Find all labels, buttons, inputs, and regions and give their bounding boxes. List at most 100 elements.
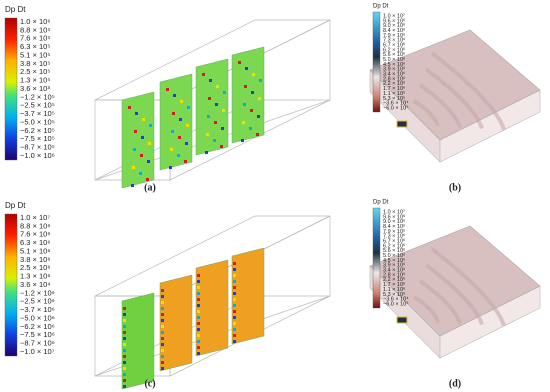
- colorbar-tick-label: 7.6 × 10⁵: [20, 34, 50, 43]
- colorbar-tick-label: 3.6 × 10⁴: [20, 280, 51, 289]
- panel-label: (d): [449, 378, 461, 389]
- field-speckle: [205, 151, 208, 154]
- colorbar-title: Dp Dt: [373, 200, 389, 206]
- colorbar-tick-label: −1.2 × 10⁶: [20, 288, 55, 297]
- field-speckle: [233, 292, 236, 295]
- field-speckle: [215, 103, 218, 106]
- field-slice: [121, 91, 155, 189]
- colorbar-tick-label: 1.0 × 10⁷: [383, 12, 405, 19]
- colorbar-tick-label: 7.6 × 10⁶: [20, 230, 50, 239]
- field-speckle: [161, 307, 164, 310]
- field-speckle: [221, 127, 224, 130]
- slab-top: [369, 225, 541, 337]
- colorbar: [4, 213, 18, 357]
- field-speckle: [178, 136, 181, 139]
- field-speckle: [171, 130, 174, 133]
- colorbar-tick-label: 2.2 × 10⁶: [383, 276, 405, 283]
- field-speckle: [177, 154, 180, 157]
- colorbar-tick-label: −1.2 × 10⁵: [20, 92, 55, 101]
- field-speckle: [258, 97, 261, 100]
- field-speckle: [172, 112, 175, 115]
- colorbar-tick-label: 5.0 × 10⁶: [383, 56, 405, 63]
- field-speckle: [233, 334, 236, 337]
- field-speckle: [131, 184, 134, 187]
- colorbar-tick-label: 5.6 × 10⁶: [383, 247, 405, 254]
- field-speckle: [161, 337, 164, 340]
- field-speckle: [220, 145, 223, 148]
- colorbar-tick-label: 1.0 × 10⁶: [20, 17, 50, 26]
- field-speckle: [123, 343, 126, 346]
- field-speckle: [147, 160, 150, 163]
- field-speckle: [245, 67, 248, 70]
- field-slice: [121, 292, 155, 390]
- field-speckle: [206, 133, 209, 136]
- field-speckle: [238, 61, 241, 64]
- field-speckle: [214, 121, 217, 124]
- field-speckle: [242, 121, 245, 124]
- field-speckle: [123, 331, 126, 334]
- field-speckle: [197, 322, 200, 325]
- field-speckle: [233, 268, 236, 271]
- field-speckle: [249, 127, 252, 130]
- field-speckle: [197, 280, 200, 283]
- field-speckle: [233, 340, 236, 343]
- field-speckle: [179, 118, 182, 121]
- field-speckle: [123, 307, 126, 310]
- field-speckle: [213, 139, 216, 142]
- colorbar-tick-label: 9.0 × 10⁶: [383, 218, 405, 225]
- field-speckle: [161, 325, 164, 328]
- colorbar-tick-label: 8.8 × 10⁵: [20, 25, 50, 34]
- field-speckle: [233, 310, 236, 313]
- field-speckle: [123, 337, 126, 340]
- field-speckle: [161, 313, 164, 316]
- colorbar-tick-label: 9.6 × 10⁶: [383, 213, 405, 220]
- field-slice: [231, 46, 265, 144]
- field-speckle: [146, 178, 149, 181]
- colorbar-tick-label: 8.4 × 10⁶: [383, 223, 405, 230]
- field-slice: [195, 58, 229, 156]
- field-speckle: [233, 298, 236, 301]
- colorbar-tick-label: −6.2 × 10⁶: [20, 322, 55, 331]
- colorbar-tick-label: 5.1 × 10⁵: [20, 50, 50, 59]
- field-speckle: [233, 328, 236, 331]
- field-speckle: [259, 79, 262, 82]
- wave-ring: [430, 247, 506, 327]
- colorbar-tick-label: 8.8 × 10⁶: [20, 221, 50, 230]
- colorbar-tick-label: 6.7 × 10⁶: [383, 238, 405, 245]
- colorbar-tick-label: 6.2 × 10⁶: [383, 242, 405, 249]
- colorbar-tick-label: 9.0 × 10⁶: [383, 22, 405, 29]
- colorbar-tick-label: 1.3 × 10⁵: [20, 76, 50, 85]
- colorbar-tick-label: −1.0 × 10⁶: [20, 151, 55, 160]
- colorbar-tick-label: −6.0 × 10⁵: [383, 104, 409, 111]
- colorbar-tick-label: 2.8 × 10⁶: [383, 75, 405, 82]
- colorbar-title: Dp Dt: [5, 5, 26, 14]
- field-speckle: [123, 349, 126, 352]
- field-speckle: [123, 325, 126, 328]
- colorbar-tick-label: −2.5 × 10⁶: [20, 297, 55, 306]
- colorbar-title: Dp Dt: [5, 201, 26, 210]
- panel-label: (c): [144, 378, 155, 389]
- colorbar-tick-label: 5.0 × 10⁶: [383, 252, 405, 259]
- field-speckle: [209, 79, 212, 82]
- colorbar-tick-label: −8.7 × 10⁵: [20, 143, 55, 152]
- field-speckle: [123, 319, 126, 322]
- field-speckle: [197, 310, 200, 313]
- colorbar-tick-label: 1.0 × 10⁷: [20, 213, 50, 222]
- field-speckle: [149, 124, 152, 127]
- colorbar-tick-label: 2.5 × 10⁶: [20, 263, 50, 272]
- field-slice: [159, 73, 193, 171]
- field-speckle: [135, 112, 138, 115]
- colorbar-tick-label: −6.0 × 10⁵: [383, 300, 409, 307]
- field-speckle: [169, 166, 172, 169]
- field-speckle: [233, 286, 236, 289]
- field-speckle: [161, 355, 164, 358]
- field-speckle: [166, 88, 169, 91]
- field-speckle: [148, 142, 151, 145]
- field-speckle: [123, 313, 126, 316]
- source: [396, 120, 408, 128]
- field-speckle: [185, 142, 188, 145]
- slab-top: [369, 29, 541, 141]
- field-speckle: [197, 346, 200, 349]
- field-speckle: [197, 292, 200, 295]
